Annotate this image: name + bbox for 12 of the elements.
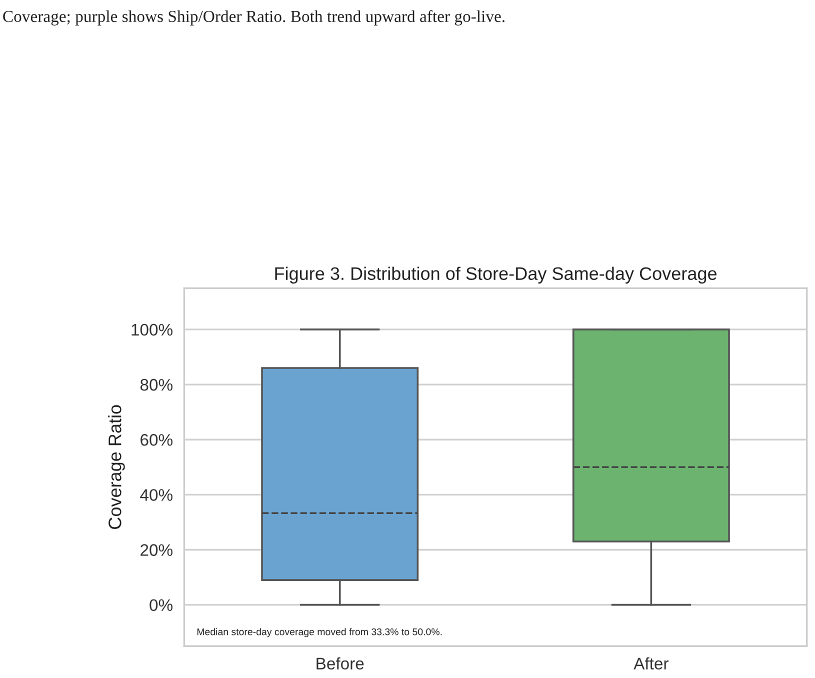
y-axis-title: Coverage Ratio [108,405,125,529]
y-tick-label: 60% [140,434,172,446]
x-tick-label: Before [316,657,364,670]
y-tick-label: 40% [140,489,172,501]
y-tick-label: 80% [140,378,172,391]
y-tick-label: 0% [150,599,172,612]
y-tick-label: 100% [132,324,172,336]
y-tick-label: 20% [140,544,172,556]
x-tick-label: After [634,657,669,670]
annotation: Median store-day coverage moved from 33.3% to 50.0%. [197,628,442,638]
chart-title: Figure 3. Distribution of Store-Day Same-day Coverage [275,266,717,284]
text: Coverage; purple shows Ship/Order Ratio. Both trend upward after go-live. [3,10,504,26]
